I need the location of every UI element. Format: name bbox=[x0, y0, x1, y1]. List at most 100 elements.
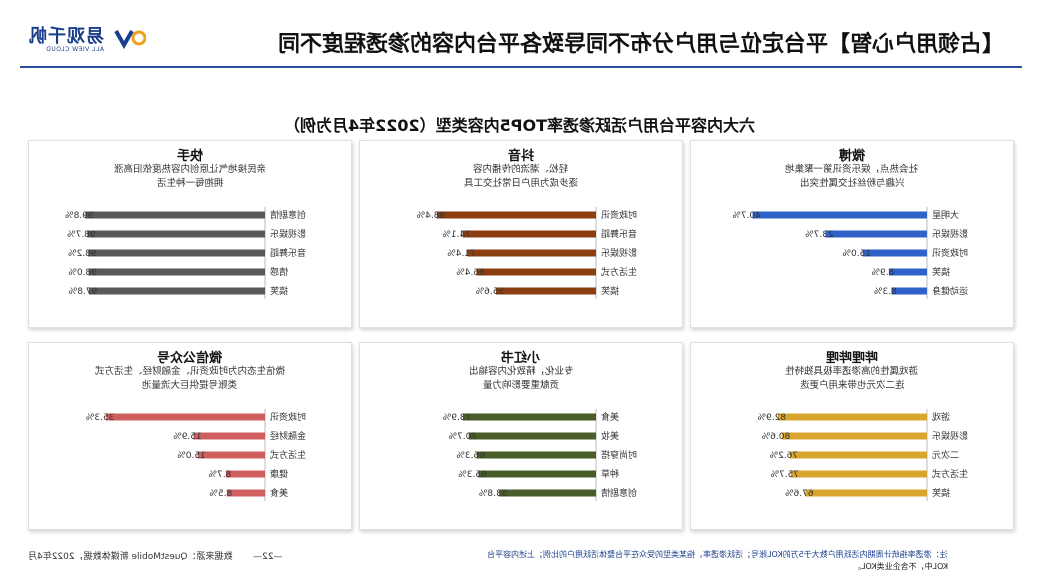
category-label: 影视娱乐 bbox=[270, 228, 306, 240]
data-label: 98.2% bbox=[67, 249, 96, 259]
bar bbox=[478, 470, 596, 478]
bar bbox=[462, 413, 596, 421]
bar bbox=[888, 268, 927, 276]
category-label: 美食 bbox=[601, 411, 619, 423]
category-label: 游戏 bbox=[932, 411, 950, 423]
data-label: 88.4% bbox=[416, 211, 445, 221]
category-label: 搞笑 bbox=[270, 285, 288, 297]
bar bbox=[87, 230, 265, 238]
bar-chart: 40.7% 大明星 23.7% 影视娱乐 15.0% 时政资讯 8.9% 搞笑 8.3% 运动健身 bbox=[732, 207, 968, 299]
category-label: 创意剧情 bbox=[601, 487, 637, 499]
bar bbox=[226, 489, 265, 497]
category-label: 时政资讯 bbox=[270, 411, 306, 423]
data-label: 15.0% bbox=[842, 249, 871, 259]
category-label: 时政资讯 bbox=[601, 209, 637, 221]
bar bbox=[88, 268, 265, 276]
data-label: 8.7% bbox=[208, 470, 231, 480]
data-label: 40.7% bbox=[732, 211, 761, 221]
data-label: 74.1% bbox=[442, 230, 471, 240]
bar bbox=[106, 413, 266, 421]
chart-subtitle: 六大内容平台用户活跃渗透率TOP5内容类型（2022年4月为例） bbox=[284, 116, 756, 135]
data-label: 82.9% bbox=[757, 413, 786, 423]
bar bbox=[789, 451, 927, 459]
data-label: 75.7% bbox=[770, 470, 799, 480]
footer-source: 数据来源：QuestMobile 新媒体数据，2022年4月 —22— bbox=[28, 552, 283, 562]
bar bbox=[197, 451, 265, 459]
data-label: 70.7% bbox=[448, 432, 477, 442]
bar bbox=[436, 211, 596, 219]
bar-chart: 82.9% 游戏 80.6% 影视娱乐 76.2% 二次元 75.7% 生活方式 67.6% 搞笑 bbox=[757, 409, 968, 501]
category-label: 音乐舞蹈 bbox=[601, 228, 637, 240]
panel-bilibili: 哔哩哔哩 游戏属性的高渗透率极具独特性 连二次元也带来用户更迭 82.9% 游戏 80.6… bbox=[690, 342, 1014, 530]
data-label: 66.3% bbox=[456, 451, 485, 461]
category-label: 影视娱乐 bbox=[932, 228, 968, 240]
data-label: 71.4% bbox=[447, 249, 476, 259]
data-label: 76.2% bbox=[769, 451, 798, 461]
category-label: 运动健身 bbox=[932, 285, 968, 297]
category-label: 生活方式 bbox=[932, 468, 968, 480]
panel-xiaohongshu: 小红书 专业化，精致化内容输出 贡献重要影响力量 73.9% 美食 70.7% 美妆 66.3… bbox=[359, 342, 683, 530]
header: 易观千帆 ALL VIEW CLOUD 【占领用户心智】平台定位与用户分布不同导… bbox=[0, 0, 1040, 70]
bar bbox=[476, 451, 596, 459]
data-label: 23.7% bbox=[805, 230, 834, 240]
bar-chart: 35.3% 时政资讯 15.9% 金融财经 15.0% 生活方式 8.7% 健康 8.5% 美食 bbox=[85, 409, 306, 501]
bar bbox=[790, 470, 927, 478]
panel-kuaishou: 快手 亲民接地气让原创内容热度依旧高涨 拥抱每一种生活 99.8% 创意剧情 98.7% 影… bbox=[28, 140, 352, 328]
header-rule bbox=[20, 66, 1022, 68]
data-label: 8.3% bbox=[874, 287, 897, 297]
category-label: 搞笑 bbox=[932, 266, 950, 278]
category-label: 大明星 bbox=[932, 209, 959, 221]
page-title: 【占领用户心智】平台定位与用户分布不同导致各平台内容的渗透程度不同 bbox=[277, 32, 1004, 57]
data-label: 97.8% bbox=[68, 287, 97, 297]
bar-chart: 88.4% 时政资讯 74.1% 音乐舞蹈 71.4% 影视娱乐 66.4% 生活方式 55.6… bbox=[416, 207, 637, 299]
data-label: 73.9% bbox=[442, 413, 471, 423]
bar-chart: 99.8% 创意剧情 98.7% 影视娱乐 98.2% 音乐舞蹈 98.0% 情感 97.8% 搞… bbox=[65, 207, 306, 299]
bar bbox=[825, 230, 927, 238]
category-label: 美妆 bbox=[601, 430, 619, 442]
data-label: 35.3% bbox=[85, 413, 114, 423]
brand-mark-icon bbox=[114, 29, 146, 49]
category-label: 美食 bbox=[270, 487, 288, 499]
bar bbox=[476, 268, 596, 276]
page-number: —22— bbox=[253, 552, 283, 562]
data-label: 80.6% bbox=[761, 432, 790, 442]
category-label: 搞笑 bbox=[601, 285, 619, 297]
data-label: 99.8% bbox=[65, 211, 94, 221]
category-label: 影视娱乐 bbox=[601, 247, 637, 259]
category-label: 生活方式 bbox=[601, 266, 637, 278]
bar bbox=[499, 489, 596, 497]
bar bbox=[225, 470, 265, 478]
category-label: 金融财经 bbox=[270, 430, 306, 442]
bar bbox=[891, 287, 927, 295]
category-label: 音乐舞蹈 bbox=[270, 247, 306, 259]
bar bbox=[468, 432, 596, 440]
category-label: 时政资讯 bbox=[932, 247, 968, 259]
data-label: 15.9% bbox=[173, 432, 202, 442]
bar bbox=[781, 432, 927, 440]
data-label: 98.7% bbox=[67, 230, 96, 240]
data-label: 8.9% bbox=[871, 268, 894, 278]
data-label: 67.6% bbox=[785, 489, 814, 499]
category-label: 种草 bbox=[601, 468, 619, 480]
category-label: 创意剧情 bbox=[270, 209, 306, 221]
category-label: 健康 bbox=[270, 468, 288, 480]
panel-weibo: 微博 社会热点，娱乐资讯第一聚集地 兴趣与粉丝社交属性突出 40.7% 大明星 23.7%… bbox=[690, 140, 1014, 328]
bar bbox=[805, 489, 927, 497]
bar-chart: 73.9% 美食 70.7% 美妆 66.3% 时尚穿搭 65.3% 种草 53.8% 创意剧情 bbox=[442, 409, 637, 501]
panel-wechat-official: 微信公众号 微信生态内为时政资讯、金融财经、生活方式 类账号提供巨大流量池 35.3%… bbox=[28, 342, 352, 530]
data-label: 55.6% bbox=[475, 287, 504, 297]
bar bbox=[88, 287, 266, 295]
data-label: 98.0% bbox=[68, 268, 97, 278]
bar bbox=[495, 287, 596, 295]
bar bbox=[88, 249, 265, 257]
bar bbox=[862, 249, 927, 257]
brand-name: 易观千帆 bbox=[28, 26, 104, 47]
data-label: 66.4% bbox=[456, 268, 485, 278]
category-label: 时尚穿搭 bbox=[601, 449, 637, 461]
category-label: 情感 bbox=[270, 266, 288, 278]
bar bbox=[193, 432, 265, 440]
bar bbox=[752, 211, 927, 219]
category-label: 影视娱乐 bbox=[932, 430, 968, 442]
panel-douyin: 抖音 轻松、潮流的传播内容 逐步成为用户日常社交工具 88.4% 时政资讯 74.1% 音乐… bbox=[359, 140, 683, 328]
